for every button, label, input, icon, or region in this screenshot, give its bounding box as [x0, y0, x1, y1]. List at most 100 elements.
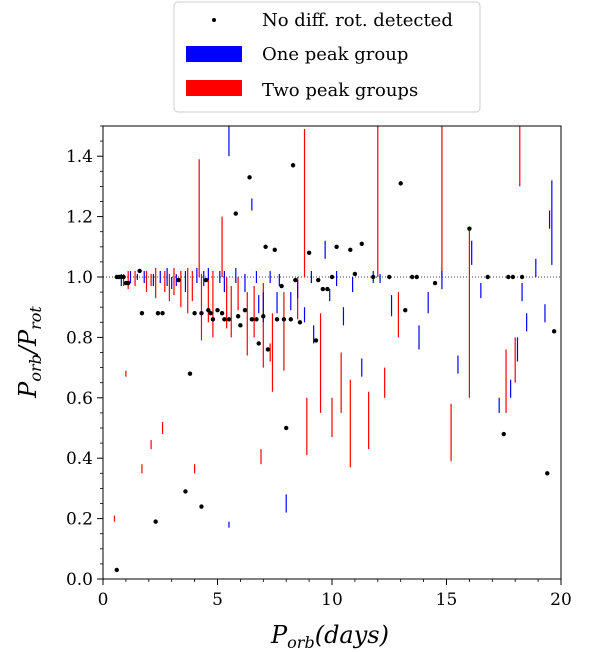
no-diff-point: [121, 274, 126, 280]
no-diff-point: [125, 280, 131, 286]
no-diff-point: [254, 317, 259, 322]
no-diff-point: [414, 274, 419, 280]
legend-label-no-diff: No diff. rot. detected: [262, 10, 453, 31]
legend-label-one-peak: One peak group: [262, 44, 408, 65]
no-diff-point: [249, 317, 255, 322]
no-diff-point: [272, 247, 277, 253]
y-tick-label: 0.8: [66, 328, 93, 348]
no-diff-point: [409, 274, 415, 280]
no-diff-point: [274, 317, 280, 322]
y-tick-label: 0.2: [66, 510, 93, 530]
y-axis: 0.0 0.2 0.4 0.6 0.8 1.0 1.2 1.4: [66, 125, 103, 590]
x-tick-label: 5: [212, 590, 223, 610]
x-label-main: P: [270, 621, 288, 649]
no-diff-point: [265, 347, 271, 352]
y-tick-label: 1.4: [66, 147, 93, 167]
no-diff-point: [176, 277, 181, 283]
x-axis: 0 5 10 15 20: [98, 579, 572, 610]
no-diff-point: [290, 163, 296, 168]
y-tick-label: 0.0: [66, 570, 93, 590]
no-diff-point: [114, 567, 119, 573]
legend-frame: [173, 1, 481, 113]
no-diff-point: [519, 274, 525, 280]
legend: No diff. rot. detected One peak group Tw…: [173, 1, 481, 113]
no-diff-point: [506, 274, 511, 280]
no-diff-point: [219, 311, 225, 316]
y-label-slash: /: [14, 343, 42, 356]
no-diff-point: [187, 371, 193, 376]
no-diff-point: [199, 311, 204, 316]
no-diff-point: [403, 308, 408, 313]
no-diff-point: [313, 338, 319, 343]
x-tick-label: 0: [98, 590, 109, 610]
no-diff-point: [359, 241, 364, 246]
no-diff-point: [233, 211, 239, 216]
no-diff-point: [371, 274, 376, 280]
y-label-num-sub: orb: [26, 354, 45, 382]
y-tick-label: 1.0: [66, 268, 93, 288]
no-diff-point: [242, 308, 248, 313]
y-label-den-sub: rot: [26, 306, 45, 330]
no-diff-point: [281, 317, 287, 322]
no-diff-point: [263, 244, 268, 249]
y-label-num-main: P: [14, 381, 42, 399]
legend-label-two-peak: Two peak groups: [262, 80, 418, 101]
no-diff-point: [155, 311, 161, 316]
no-diff-point: [297, 320, 303, 325]
no-diff-point: [329, 274, 335, 280]
no-diff-point: [160, 311, 165, 316]
no-diff-point: [203, 277, 209, 283]
no-diff-point: [137, 268, 142, 274]
no-diff-point: [306, 250, 312, 256]
no-diff-point: [316, 277, 321, 283]
no-diff-point: [387, 274, 392, 280]
no-diff-point: [247, 175, 252, 180]
series-no-diff-rot: [114, 163, 557, 573]
no-diff-point: [545, 471, 550, 476]
no-diff-point: [320, 286, 326, 292]
no-diff-point: [261, 314, 266, 319]
no-diff-point: [279, 283, 284, 289]
no-diff-point: [153, 519, 158, 524]
no-diff-point: [222, 317, 227, 322]
no-diff-point: [348, 247, 353, 253]
no-diff-point: [467, 226, 472, 231]
plot-frame: [102, 125, 562, 580]
no-diff-point: [256, 341, 261, 346]
no-diff-point: [139, 311, 145, 316]
no-diff-point: [334, 244, 339, 249]
no-diff-point: [215, 308, 220, 313]
no-diff-point: [192, 311, 197, 316]
no-diff-point: [183, 489, 188, 494]
no-diff-point: [238, 323, 243, 328]
legend-marker-one-peak: [186, 46, 242, 62]
no-diff-point: [325, 286, 330, 292]
x-tick-label: 20: [550, 590, 572, 610]
y-tick-label: 0.6: [66, 389, 93, 409]
series-two-peak-groups: [113, 126, 521, 522]
no-diff-point: [551, 329, 557, 334]
y-label-den-main: P: [14, 329, 42, 347]
y-tick-label: 1.2: [66, 208, 93, 228]
no-diff-point: [210, 317, 216, 322]
legend-marker-no-diff: [212, 18, 216, 22]
no-diff-point: [510, 274, 516, 280]
y-tick-label: 0.4: [66, 449, 93, 469]
y-axis-label: Porb/Prot: [14, 306, 45, 399]
no-diff-point: [293, 277, 298, 283]
x-axis-label: Porb(days): [270, 621, 389, 652]
no-diff-point: [432, 280, 438, 286]
no-diff-point: [501, 431, 506, 437]
x-tick-label: 15: [436, 590, 458, 610]
no-diff-point: [398, 181, 403, 186]
x-label-rest: (days): [315, 621, 389, 649]
x-tick-label: 10: [321, 590, 343, 610]
series-one-peak-group: [120, 126, 553, 528]
no-diff-point: [288, 317, 293, 322]
no-diff-point: [235, 314, 241, 319]
x-label-sub: orb: [287, 633, 315, 652]
no-diff-point: [352, 271, 358, 277]
legend-marker-two-peak: [186, 80, 242, 96]
no-diff-point: [226, 317, 232, 322]
